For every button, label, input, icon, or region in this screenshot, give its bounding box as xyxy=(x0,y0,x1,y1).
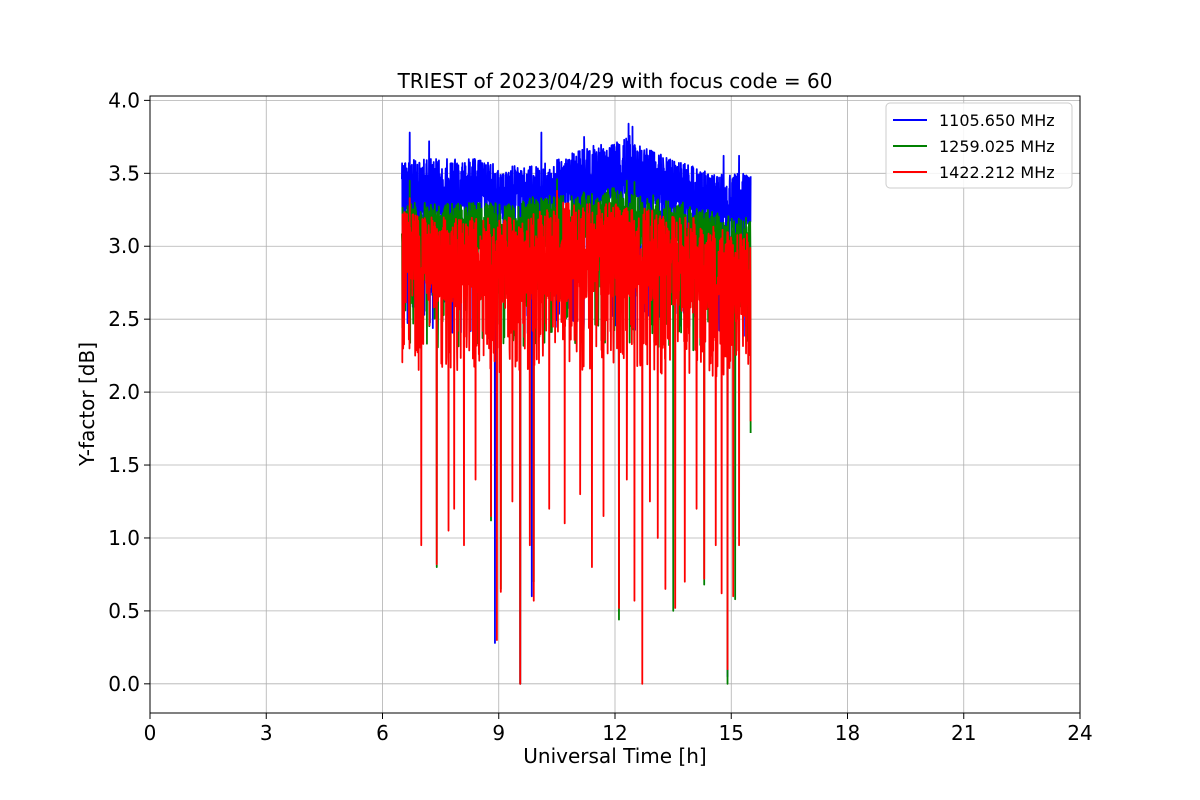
x-tick-label: 9 xyxy=(492,721,505,745)
legend-label: 1422.212 MHz xyxy=(939,163,1055,182)
x-tick-label: 6 xyxy=(376,721,389,745)
chart-title: TRIEST of 2023/04/29 with focus code = 6… xyxy=(397,69,833,93)
x-tick-label: 15 xyxy=(719,721,744,745)
x-tick-label: 21 xyxy=(951,721,976,745)
plot-series xyxy=(400,122,752,685)
y-tick-label: 4.0 xyxy=(108,88,140,112)
y-tick-label: 1.5 xyxy=(108,453,140,477)
legend-label: 1259.025 MHz xyxy=(939,137,1055,156)
y-tick-label: 3.5 xyxy=(108,161,140,185)
x-tick-label: 0 xyxy=(144,721,157,745)
y-tick-label: 2.5 xyxy=(108,307,140,331)
y-tick-label: 3.0 xyxy=(108,234,140,258)
x-tick-label: 24 xyxy=(1067,721,1092,745)
legend: 1105.650 MHz 1259.025 MHz 1422.212 MHz xyxy=(885,102,1073,189)
legend-label: 1105.650 MHz xyxy=(939,111,1055,130)
series-line xyxy=(401,189,752,685)
y-tick-label: 0.0 xyxy=(108,672,140,696)
y-axis-label: Y-factor [dB] xyxy=(75,342,99,467)
y-tick-label: 2.0 xyxy=(108,380,140,404)
x-axis-ticks: 0 3 6 9 12 15 18 21 24 xyxy=(144,713,1093,745)
x-axis-label: Universal Time [h] xyxy=(523,744,706,768)
x-tick-label: 18 xyxy=(835,721,860,745)
y-tick-label: 0.5 xyxy=(108,599,140,623)
y-axis-ticks: 0.0 0.5 1.0 1.5 2.0 2.5 3.0 3.5 4.0 xyxy=(108,88,150,696)
legend-box xyxy=(885,102,1073,189)
y-tick-label: 1.0 xyxy=(108,526,140,550)
x-tick-label: 12 xyxy=(602,721,627,745)
x-tick-label: 3 xyxy=(260,721,273,745)
